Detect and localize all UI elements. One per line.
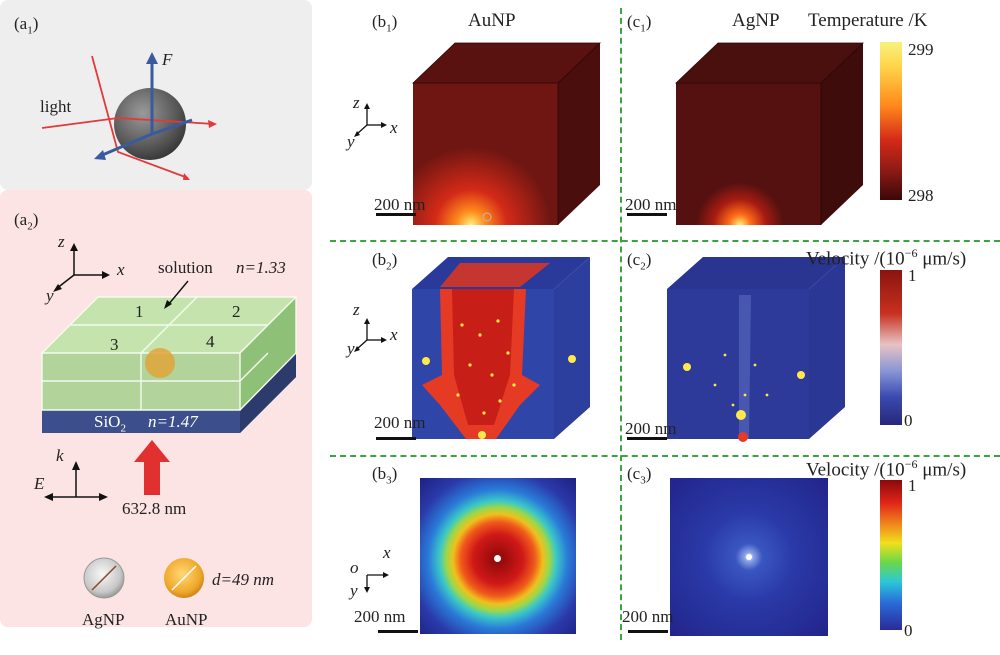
particle-force-diagram: [41, 52, 217, 180]
c1-scale-label: 200 nm: [625, 195, 677, 214]
velocity-colorbar-1-title: Velocity /(10−6 μm/s): [806, 246, 967, 270]
b1-axis-x: x: [390, 118, 398, 137]
b1-axis-y: y: [347, 132, 355, 151]
c3-velocity-map: [670, 478, 828, 636]
temperature-min: 298: [908, 186, 934, 205]
b1-axis-z: z: [353, 93, 360, 112]
b2-scale-label: 200 nm: [374, 413, 426, 432]
velocity-colorbar-2: [880, 480, 902, 630]
panel-b1-label: (b1): [372, 12, 398, 35]
diameter-label: d=49 nm: [212, 570, 274, 589]
e-field-label: E: [34, 474, 45, 493]
b3-axis-y: y: [350, 581, 358, 600]
region-2-label: 2: [232, 302, 241, 321]
region-1-label: 1: [135, 302, 144, 321]
solution-index: n=1.33: [236, 258, 286, 277]
c2-scale-label: 200 nm: [625, 419, 677, 438]
c1-title: AgNP: [732, 10, 780, 31]
c3-particle: [746, 554, 752, 560]
b2-axes: [354, 318, 387, 352]
wavelength-label: 632.8 nm: [122, 499, 187, 518]
horizontal-separator-2: [330, 455, 1000, 457]
aunp-in-box: [145, 348, 175, 378]
substrate-label: SiO2: [94, 412, 126, 435]
substrate-block: [42, 353, 296, 433]
light-ray-1: [91, 55, 189, 179]
horizontal-separator-1: [330, 240, 1000, 242]
temperature-max: 299: [908, 40, 934, 59]
temperature-colorbar: [880, 42, 902, 200]
b2-axis-z: z: [353, 300, 360, 319]
b3-axis-o: o: [350, 558, 359, 577]
nanoparticle-sphere: [114, 88, 186, 160]
panel-a2-label: (a2): [14, 210, 39, 233]
aunp-label: AuNP: [165, 610, 208, 629]
c2-scale-bar: [627, 437, 667, 440]
agnp-label: AgNP: [82, 610, 125, 629]
c2-velocity-cube: [667, 257, 845, 442]
vertical-separator: [620, 8, 622, 640]
b3-scale-label: 200 nm: [354, 607, 406, 626]
b1-axes: [354, 103, 387, 137]
b1-temperature-cube: [412, 42, 601, 225]
region-4-label: 4: [206, 332, 215, 351]
a2-axis-z: z: [58, 232, 65, 251]
panel-b2-label: (b2): [372, 250, 398, 273]
b2-scale-bar: [376, 437, 416, 440]
velocity-2-max: 1: [908, 476, 917, 495]
panel-b3-label: (b3): [372, 464, 398, 487]
velocity-colorbar-1: [880, 270, 902, 425]
b3-axes: [364, 572, 389, 593]
b3-axis-x: x: [383, 543, 391, 562]
incident-light-arrow: [134, 440, 170, 495]
light-label: light: [40, 97, 72, 116]
b2-velocity-cube: [412, 257, 590, 439]
velocity-2-min: 0: [904, 621, 913, 640]
geometry-diagram: [40, 243, 298, 599]
velocity-1-max: 1: [908, 266, 917, 285]
c3-scale-bar: [628, 630, 668, 633]
b1-scale-label: 200 nm: [374, 195, 426, 214]
region-3-label: 3: [110, 335, 119, 354]
a2-axis-x: x: [117, 260, 125, 279]
panel-c2-label: (c2): [627, 250, 652, 273]
c1-temperature-cube: [675, 42, 864, 225]
velocity-colorbar-2-title: Velocity /(10−6 μm/s): [806, 457, 967, 481]
substrate-index: n=1.47: [148, 412, 198, 431]
panel-a1-label: (a1): [14, 14, 39, 37]
b2-axis-x: x: [390, 325, 398, 344]
b1-title: AuNP: [468, 10, 516, 31]
panel-c3-label: (c3): [627, 464, 652, 487]
k-vector-label: k: [56, 446, 64, 465]
b2-axis-y: y: [347, 339, 355, 358]
c1-scale-bar: [627, 213, 667, 216]
b1-scale-bar: [376, 213, 416, 216]
solution-label: solution: [158, 258, 213, 277]
velocity-1-min: 0: [904, 411, 913, 430]
b3-scale-bar: [378, 630, 418, 633]
b3-velocity-map: [420, 478, 576, 634]
temperature-colorbar-title: Temperature /K: [808, 10, 928, 31]
c3-scale-label: 200 nm: [622, 607, 674, 626]
b3-particle: [494, 555, 501, 562]
panel-c1-label: (c1): [627, 12, 652, 35]
force-label: F: [162, 50, 173, 69]
a2-axis-y: y: [46, 286, 54, 305]
